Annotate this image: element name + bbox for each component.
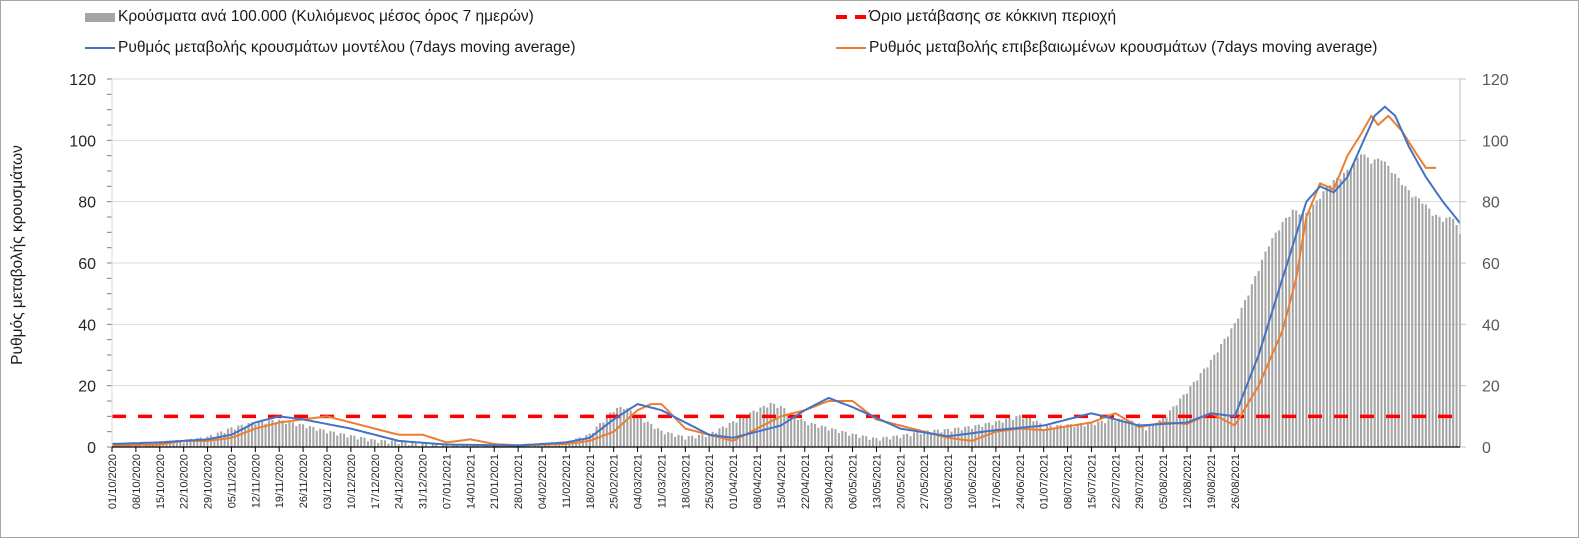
y-tick-label-left: 0 (87, 440, 96, 457)
x-tick-label: 31/12/2020 (418, 454, 430, 509)
x-tick-label: 15/07/2021 (1086, 454, 1098, 509)
x-tick-label: 12/08/2021 (1182, 454, 1194, 509)
legend-item-threshold: Όριο μετάβασης σε κόκκινη περιοχή (836, 8, 1116, 26)
x-tick-label: 20/05/2021 (895, 454, 907, 509)
x-tick-label: 26/11/2020 (298, 454, 310, 508)
legend-item-confirmed: Ρυθμός μεταβολής επιβεβαιωμένων κρουσμάτ… (836, 39, 1377, 57)
legend-label-model: Ρυθμός μεταβολής κρουσμάτων μοντέλου (7d… (118, 39, 576, 56)
x-tick-label: 24/06/2021 (1015, 454, 1027, 509)
x-tick-label: 01/10/2020 (107, 454, 119, 509)
x-tick-label: 08/10/2020 (131, 454, 143, 509)
x-tick-label: 27/05/2021 (919, 454, 931, 509)
x-tick-label: 25/02/2021 (609, 454, 621, 509)
x-tick-label: 13/05/2021 (871, 454, 883, 509)
y-tick-label-left: 40 (78, 317, 96, 334)
bar-series-cases (114, 154, 1462, 448)
legend-item-model: Ρυθμός μεταβολής κρουσμάτων μοντέλου (7d… (85, 39, 576, 57)
y-tick-label-right: 60 (1482, 256, 1500, 273)
x-tick-label: 05/11/2020 (226, 454, 238, 508)
red-dashed-swatch-icon (836, 15, 866, 19)
legend-label-confirmed: Ρυθμός μεταβολής επιβεβαιωμένων κρουσμάτ… (869, 39, 1378, 56)
x-tick-label: 11/02/2021 (561, 454, 573, 508)
x-tick-label: 15/04/2021 (776, 454, 788, 509)
legend-label-threshold: Όριο μετάβασης σε κόκκινη περιοχή (869, 8, 1117, 25)
x-tick-label: 18/03/2021 (680, 454, 692, 509)
x-tick-label: 15/10/2020 (155, 454, 167, 509)
x-tick-label: 24/12/2020 (394, 454, 406, 509)
x-tick-label: 08/04/2021 (752, 454, 764, 509)
x-tick-label: 17/06/2021 (991, 454, 1003, 509)
x-tick-label: 03/06/2021 (943, 454, 955, 509)
y-tick-label-right: 0 (1482, 440, 1491, 457)
model-rate-line (111, 105, 1461, 447)
x-tick-label: 08/07/2021 (1063, 454, 1075, 509)
x-tick-label: 01/07/2021 (1039, 454, 1051, 509)
orange-line-swatch-icon (836, 47, 866, 49)
x-tick-label: 10/12/2020 (346, 454, 358, 509)
axes: 0 0 20 20 40 40 60 60 80 80 100 100 120 120 01/10/2020… (69, 72, 1509, 509)
x-tick-label: 29/07/2021 (1134, 454, 1146, 509)
y-tick-label-left: 60 (78, 256, 96, 273)
x-tick-label: 14/01/2021 (465, 454, 477, 509)
legend-item-bars: Κρούσματα ανά 100.000 (Κυλιόμενος μέσος … (85, 8, 534, 26)
y-tick-label-left: 100 (69, 133, 96, 150)
y-tick-label-left: 80 (78, 195, 96, 212)
x-tick-label: 10/06/2021 (967, 454, 979, 509)
y-tick-label-right: 80 (1482, 195, 1500, 212)
y-tick-label-left: 20 (78, 379, 96, 396)
x-tick-label: 26/08/2021 (1230, 454, 1242, 509)
x-tick-label: 29/04/2021 (824, 454, 836, 509)
x-tick-label: 18/02/2021 (585, 454, 597, 509)
x-tick-label: 04/02/2021 (537, 454, 549, 509)
x-tick-label: 25/03/2021 (704, 454, 716, 509)
x-tick-label: 19/11/2020 (274, 454, 286, 508)
legend-label-bars: Κρούσματα ανά 100.000 (Κυλιόμενος μέσος … (118, 8, 534, 25)
y-tick-label-left: 120 (69, 72, 96, 89)
confirmed-rate-line (111, 114, 1437, 447)
y-tick-label-right: 40 (1482, 317, 1500, 334)
x-tick-label: 12/11/2020 (250, 454, 262, 508)
x-tick-label: 19/08/2021 (1206, 454, 1218, 509)
x-tick-label: 06/05/2021 (848, 454, 860, 509)
x-tick-label: 28/01/2021 (513, 454, 525, 509)
x-tick-label: 07/01/2021 (441, 454, 453, 509)
x-tick-label: 05/08/2021 (1158, 454, 1170, 509)
x-tick-label: 03/12/2020 (322, 454, 334, 509)
y-tick-label-right: 20 (1482, 379, 1500, 396)
y-tick-label-right: 100 (1482, 133, 1509, 150)
x-tick-label: 11/03/2021 (656, 454, 668, 508)
y-tick-label-right: 120 (1482, 72, 1509, 89)
blue-line-swatch-icon (85, 47, 115, 49)
x-tick-label: 22/07/2021 (1110, 454, 1122, 509)
line-series (111, 105, 1461, 447)
x-tick-label: 22/10/2020 (179, 454, 191, 509)
x-tick-label: 29/10/2020 (203, 454, 215, 509)
bar-swatch-icon (85, 12, 115, 22)
x-tick-label: 17/12/2020 (370, 454, 382, 509)
x-tick-label: 21/01/2021 (489, 454, 501, 509)
x-tick-label: 22/04/2021 (800, 454, 812, 509)
x-tick-label: 04/03/2021 (633, 454, 645, 509)
x-tick-label: 01/04/2021 (728, 454, 740, 509)
